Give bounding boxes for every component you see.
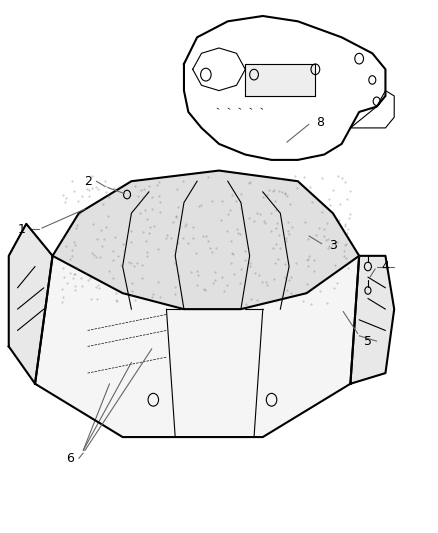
Polygon shape: [9, 224, 53, 384]
Text: 5: 5: [364, 335, 372, 348]
Text: 1: 1: [18, 223, 26, 236]
Polygon shape: [350, 91, 394, 128]
Text: 6: 6: [66, 452, 74, 465]
Polygon shape: [350, 256, 394, 384]
Polygon shape: [35, 187, 359, 437]
Polygon shape: [245, 64, 315, 96]
Text: 8: 8: [316, 116, 324, 129]
Text: 2: 2: [84, 175, 92, 188]
Text: 3: 3: [329, 239, 337, 252]
Polygon shape: [184, 16, 385, 160]
Text: 4: 4: [381, 260, 389, 273]
Polygon shape: [53, 171, 359, 309]
